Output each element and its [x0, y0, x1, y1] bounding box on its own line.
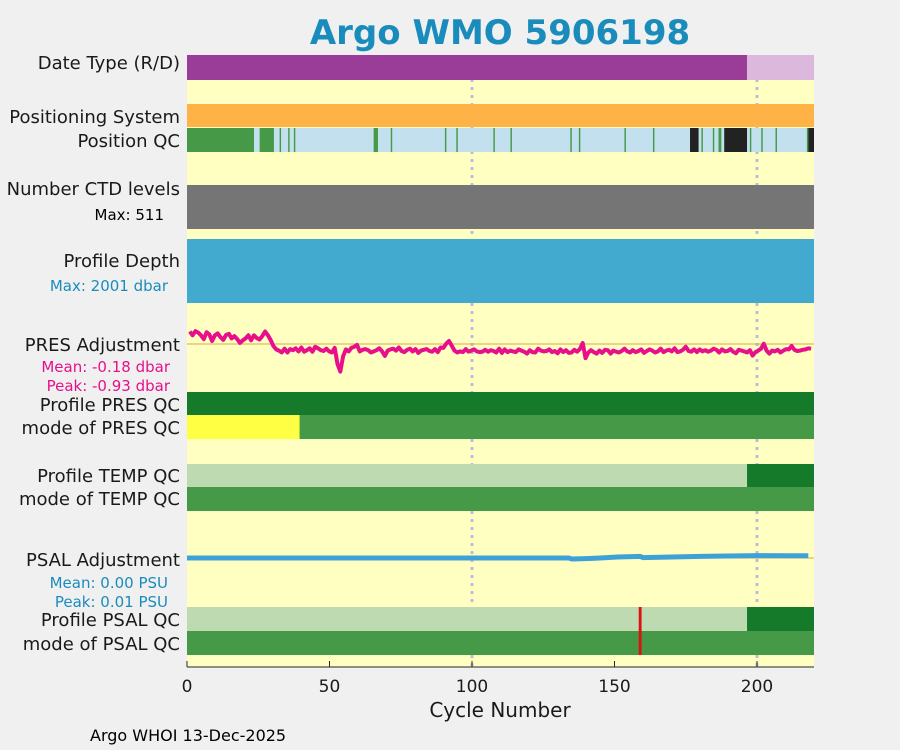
ctd-levels-segment [187, 185, 814, 229]
position-qc-segment [373, 128, 378, 152]
position-qc-bar [187, 128, 814, 152]
row-label-position-qc: Position QC [77, 131, 180, 152]
profile-psal-qc-segment [747, 607, 814, 631]
positioning-system-segment [187, 104, 814, 127]
ctd-levels-bar [187, 185, 814, 229]
position-qc-segment [293, 128, 296, 152]
position-qc-segment [652, 128, 655, 152]
row-label-psal-adjustment: PSAL Adjustment [26, 550, 180, 571]
profile-temp-qc-segment [747, 464, 814, 487]
mode-psal-qc-segment [187, 631, 814, 655]
position-qc-segment [624, 128, 626, 152]
profile-psal-qc-bar [187, 607, 814, 631]
row-label-profile-psal-qc: Profile PSAL QC [41, 610, 180, 631]
row-label-mode-pres-qc: mode of PRES QC [22, 418, 180, 439]
position-qc-segment [775, 128, 777, 152]
row-label-mode-psal-qc: mode of PSAL QC [23, 634, 180, 655]
profile-temp-qc-bar [187, 464, 814, 487]
depth-max-label: Max: 2001 dbar [50, 277, 169, 295]
position-qc-segment [570, 128, 572, 152]
x-tick-label-100: 100 [456, 677, 488, 697]
position-qc-segment [288, 128, 290, 152]
position-qc-background [187, 128, 814, 152]
position-qc-segment [444, 128, 447, 152]
pres-peak-label: Peak: -0.93 dbar [47, 377, 171, 395]
reference-lines [470, 55, 759, 667]
x-axis-label: Cycle Number [429, 698, 571, 722]
x-tick-label-50: 50 [319, 677, 341, 697]
position-qc-segment [187, 128, 254, 152]
position-qc-segment [701, 128, 703, 152]
ctd-max-label: Max: 511 [95, 206, 164, 224]
position-qc-segment [578, 128, 581, 152]
profile-psal-qc-segment [187, 607, 748, 631]
position-qc-segment [259, 128, 274, 152]
date-type-segment [187, 55, 748, 80]
position-qc-segment [493, 128, 495, 152]
pres-mean-label: Mean: -0.18 dbar [41, 358, 171, 376]
profile-pres-qc-segment [187, 392, 814, 415]
row-label-pres-adjustment: PRES Adjustment [25, 335, 180, 356]
position-qc-segment [806, 128, 809, 152]
mode-pres-qc-segment [299, 415, 814, 439]
row-label-positioning-system: Positioning System [9, 107, 180, 128]
position-qc-segment [749, 128, 752, 152]
profile-pres-qc-bar [187, 392, 814, 415]
psal-mean-label: Mean: 0.00 PSU [50, 574, 168, 592]
position-qc-segment [390, 128, 393, 152]
mode-temp-qc-bar [187, 487, 814, 511]
profile-psal-qc-segment [638, 607, 642, 631]
mode-pres-qc-segment [187, 415, 300, 439]
row-label-profile-pres-qc: Profile PRES QC [40, 395, 180, 416]
x-axis-ticks: 0 50 100 150 200 [182, 661, 773, 697]
plot-area [187, 55, 814, 667]
row-label-profile-depth: Profile Depth [63, 251, 180, 272]
mode-pres-qc-bar [187, 415, 814, 439]
row-label-ctd-levels: Number CTD levels [7, 179, 180, 200]
psal-peak-label: Peak: 0.01 PSU [55, 593, 168, 611]
position-qc-segment [724, 128, 748, 152]
x-tick-label-200: 200 [741, 677, 773, 697]
date-type-bar [187, 55, 814, 80]
position-qc-segment [808, 128, 814, 152]
position-qc-segment [761, 128, 763, 152]
positioning-system-bar [187, 104, 814, 127]
x-tick-label-0: 0 [182, 677, 193, 697]
mode-temp-qc-segment [187, 487, 814, 511]
mode-psal-qc-segment [638, 631, 642, 655]
date-type-segment [747, 55, 814, 80]
profile-depth-segment [187, 239, 814, 303]
row-label-mode-temp-qc: mode of TEMP QC [19, 489, 180, 510]
pres-adjustment-line [188, 329, 812, 374]
position-qc-segment [279, 128, 282, 152]
psal-adjustment-line [187, 553, 809, 562]
x-tick-label-150: 150 [598, 677, 630, 697]
position-qc-segment [690, 128, 699, 152]
profile-depth-bar [187, 239, 814, 303]
position-qc-segment [712, 128, 715, 152]
position-qc-segment [456, 128, 458, 152]
footer-credit: Argo WHOI 13-Dec-2025 [90, 726, 286, 745]
profile-temp-qc-segment [187, 464, 748, 487]
row-label-date-type: Date Type (R/D) [38, 53, 180, 74]
row-label-profile-temp-qc: Profile TEMP QC [37, 466, 180, 487]
mode-psal-qc-bar [187, 631, 814, 655]
position-qc-segment [718, 128, 722, 152]
chart-title: Argo WMO 5906198 [310, 13, 690, 53]
position-qc-segment [510, 128, 512, 152]
